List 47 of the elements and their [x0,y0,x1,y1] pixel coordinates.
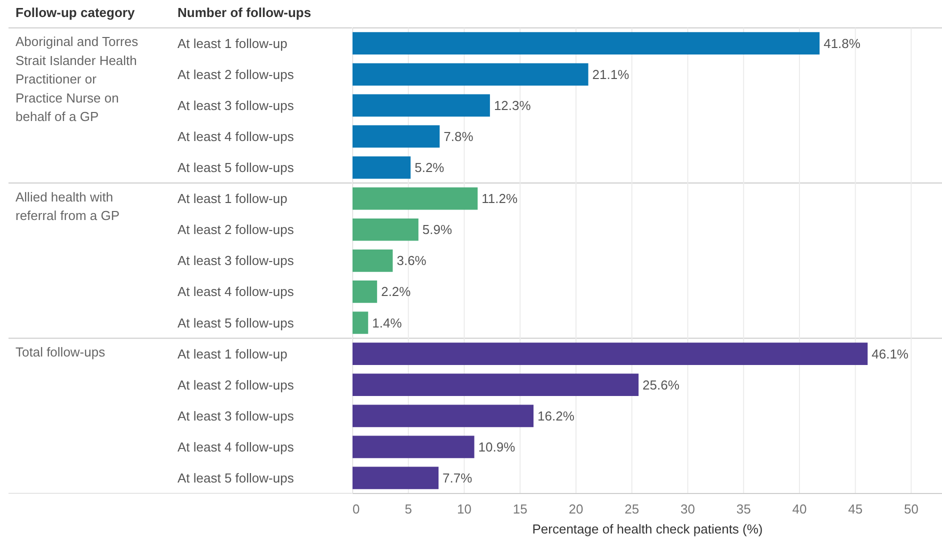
y-axis-title: Number of follow-ups [178,4,312,20]
x-tick-label: 40 [792,502,807,516]
data-label: 10.9% [478,439,516,454]
data-label: 5.2% [414,160,445,176]
y-tick-label: At least 5 follow-ups [178,470,294,486]
data-label: 16.2% [538,408,575,424]
data-label: 12.3% [494,98,532,113]
y-tick-label: At least 5 follow-ups [178,315,294,330]
x-tick-label: 35 [736,502,751,516]
data-label: 41.8% [824,36,861,51]
y-tick-label: At least 5 follow-ups [178,160,294,176]
x-axis-title: Percentage of health check patients (%) [532,522,763,536]
y-tick-label: At least 3 follow-ups [178,253,294,268]
text: Allied health with referral from a GP [16,189,120,224]
y-tick-label: At least 4 follow-ups [178,284,294,300]
x-tick-label: 30 [680,502,695,516]
text: Total follow-ups [16,344,106,360]
y-tick-label: At least 4 follow-ups [178,439,294,454]
x-tick-label: 15 [512,502,528,516]
y-tick-label: At least 2 follow-ups [178,377,294,392]
y-tick-label: At least 2 follow-ups [178,66,294,82]
data-label: 21.1% [592,66,630,82]
text: Aboriginal and Torres Strait Islander Health Practitioner or Practice Nurse on behalf of a GP [16,34,139,124]
data-label: 11.2% [482,191,518,206]
x-tick-label: 0 [352,502,360,516]
legend-title: Follow-up category [16,4,136,20]
y-tick-label: At least 3 follow-ups [178,408,294,424]
data-label: 7.8% [444,128,474,144]
data-label: 2.2% [381,284,412,300]
y-tick-label: At least 3 follow-ups [178,98,294,113]
y-tick-label: At least 1 follow-up [178,36,288,51]
data-label: 3.6% [396,253,427,268]
x-tick-label: 25 [624,502,640,516]
data-label: 25.6% [642,377,680,392]
x-tick-label: 10 [457,502,472,516]
x-tick-label: 5 [404,502,412,516]
y-tick-label: At least 2 follow-ups [178,222,294,238]
data-label: 5.9% [422,222,452,238]
x-tick-label: 45 [848,502,863,516]
data-label: 1.4% [372,315,402,330]
x-tick-label: 20 [568,502,584,516]
data-label: 7.7% [442,470,473,486]
data-label: 46.1% [872,346,909,362]
y-tick-label: At least 1 follow-up [178,191,288,206]
y-tick-label: At least 4 follow-ups [178,128,294,144]
y-tick-label: At least 1 follow-up [178,346,288,362]
x-tick-label: 50 [904,502,918,516]
